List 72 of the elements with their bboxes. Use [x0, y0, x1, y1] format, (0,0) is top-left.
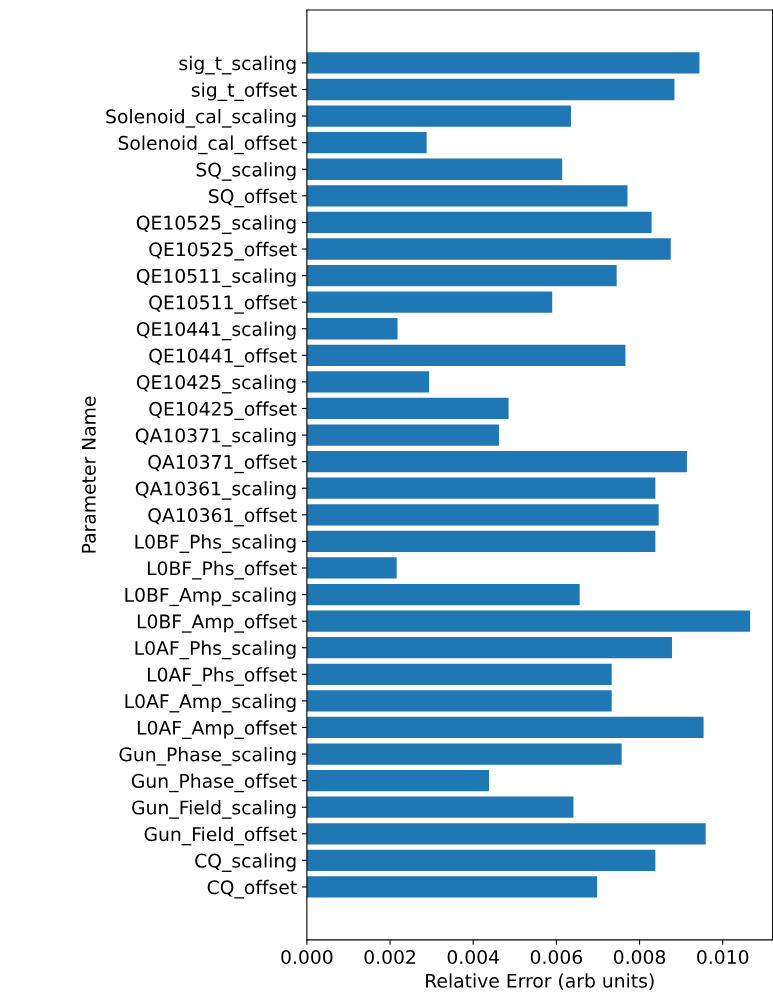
y-tick-label: L0BF_Phs_scaling [135, 534, 296, 553]
y-tick-label: QE10511_scaling [136, 268, 296, 288]
y-tick-label: L0AF_Phs_scaling [135, 640, 296, 660]
bar [306, 78, 675, 101]
bar [306, 264, 617, 287]
x-tick-label: 0.010 [697, 949, 749, 965]
bar [306, 610, 751, 632]
bar [306, 105, 571, 127]
bar [306, 158, 563, 180]
bar [306, 876, 598, 898]
y-tick-label: L0AF_Phs_offset [147, 667, 297, 686]
bar [306, 318, 398, 340]
y-tick-label: sig_t_offset [191, 82, 297, 102]
y-tick-label: QE10511_offset [149, 295, 297, 314]
y-tick-label: QA10371_scaling [135, 427, 296, 447]
bar [306, 690, 612, 712]
bar [306, 132, 427, 154]
bar [306, 716, 704, 739]
bar [306, 371, 430, 393]
y-tick-label: QE10441_scaling [136, 321, 296, 341]
y-tick-label: QE10425_offset [149, 401, 297, 421]
bar [306, 211, 652, 234]
x-tick-label: 0.008 [613, 949, 666, 965]
x-tick-label: 0.004 [447, 949, 499, 965]
bar [306, 557, 397, 579]
bar [306, 796, 574, 818]
bar [306, 477, 656, 499]
x-tick-label: 0.006 [530, 949, 583, 965]
bar [306, 424, 499, 446]
bar [306, 770, 490, 792]
x-axis-title: Relative Error (arb units) [426, 973, 654, 991]
y-tick-label: Solenoid_cal_scaling [106, 108, 296, 128]
bar [306, 185, 628, 207]
bar [306, 451, 687, 473]
y-tick-label: Gun_Phase_offset [131, 773, 297, 793]
y-tick-label: L0BF_Phs_offset [147, 560, 297, 580]
y-tick-label: Gun_Field_scaling [132, 800, 296, 819]
y-tick-label: QA10371_offset [148, 454, 297, 474]
y-tick-label: Solenoid_cal_offset [118, 135, 297, 155]
y-tick-label: QE10525_offset [149, 241, 297, 261]
y-tick-label: CQ_offset [207, 879, 297, 899]
y-tick-label: QE10525_scaling [136, 215, 296, 234]
bar [306, 504, 659, 526]
bar [306, 637, 672, 659]
bar [306, 823, 706, 845]
y-axis-title: Parameter Name [81, 396, 96, 553]
bar [306, 849, 656, 872]
y-tick-label: SQ_offset [209, 188, 297, 208]
y-tick-label: QE10425_scaling [136, 374, 296, 394]
y-tick-label: L0BF_Amp_scaling [125, 587, 296, 607]
y-tick-label: L0AF_Amp_offset [137, 720, 297, 740]
y-tick-label: L0AF_Amp_scaling [125, 693, 296, 713]
y-tick-label: CQ_scaling [195, 853, 296, 872]
y-tick-label: L0BF_Amp_offset [137, 614, 297, 633]
bar [306, 291, 553, 313]
bar [306, 238, 671, 260]
bar [306, 530, 656, 553]
x-tick-label: 0.002 [364, 949, 416, 965]
y-tick-label: QA10361_offset [148, 507, 297, 527]
y-tick-label: sig_t_scaling [179, 55, 296, 75]
bar [306, 583, 580, 606]
bar [306, 52, 700, 74]
y-tick-label: SQ_scaling [196, 162, 296, 181]
y-tick-label: Gun_Field_offset [144, 826, 297, 846]
y-tick-label: Gun_Phase_scaling [119, 746, 296, 766]
bar [306, 743, 622, 765]
x-tick-label: 0.000 [281, 949, 333, 965]
y-tick-label: QA10361_scaling [135, 481, 296, 500]
bar [306, 344, 626, 366]
bar [306, 397, 509, 420]
y-tick-label: QE10441_offset [149, 348, 297, 367]
bar [306, 663, 612, 685]
